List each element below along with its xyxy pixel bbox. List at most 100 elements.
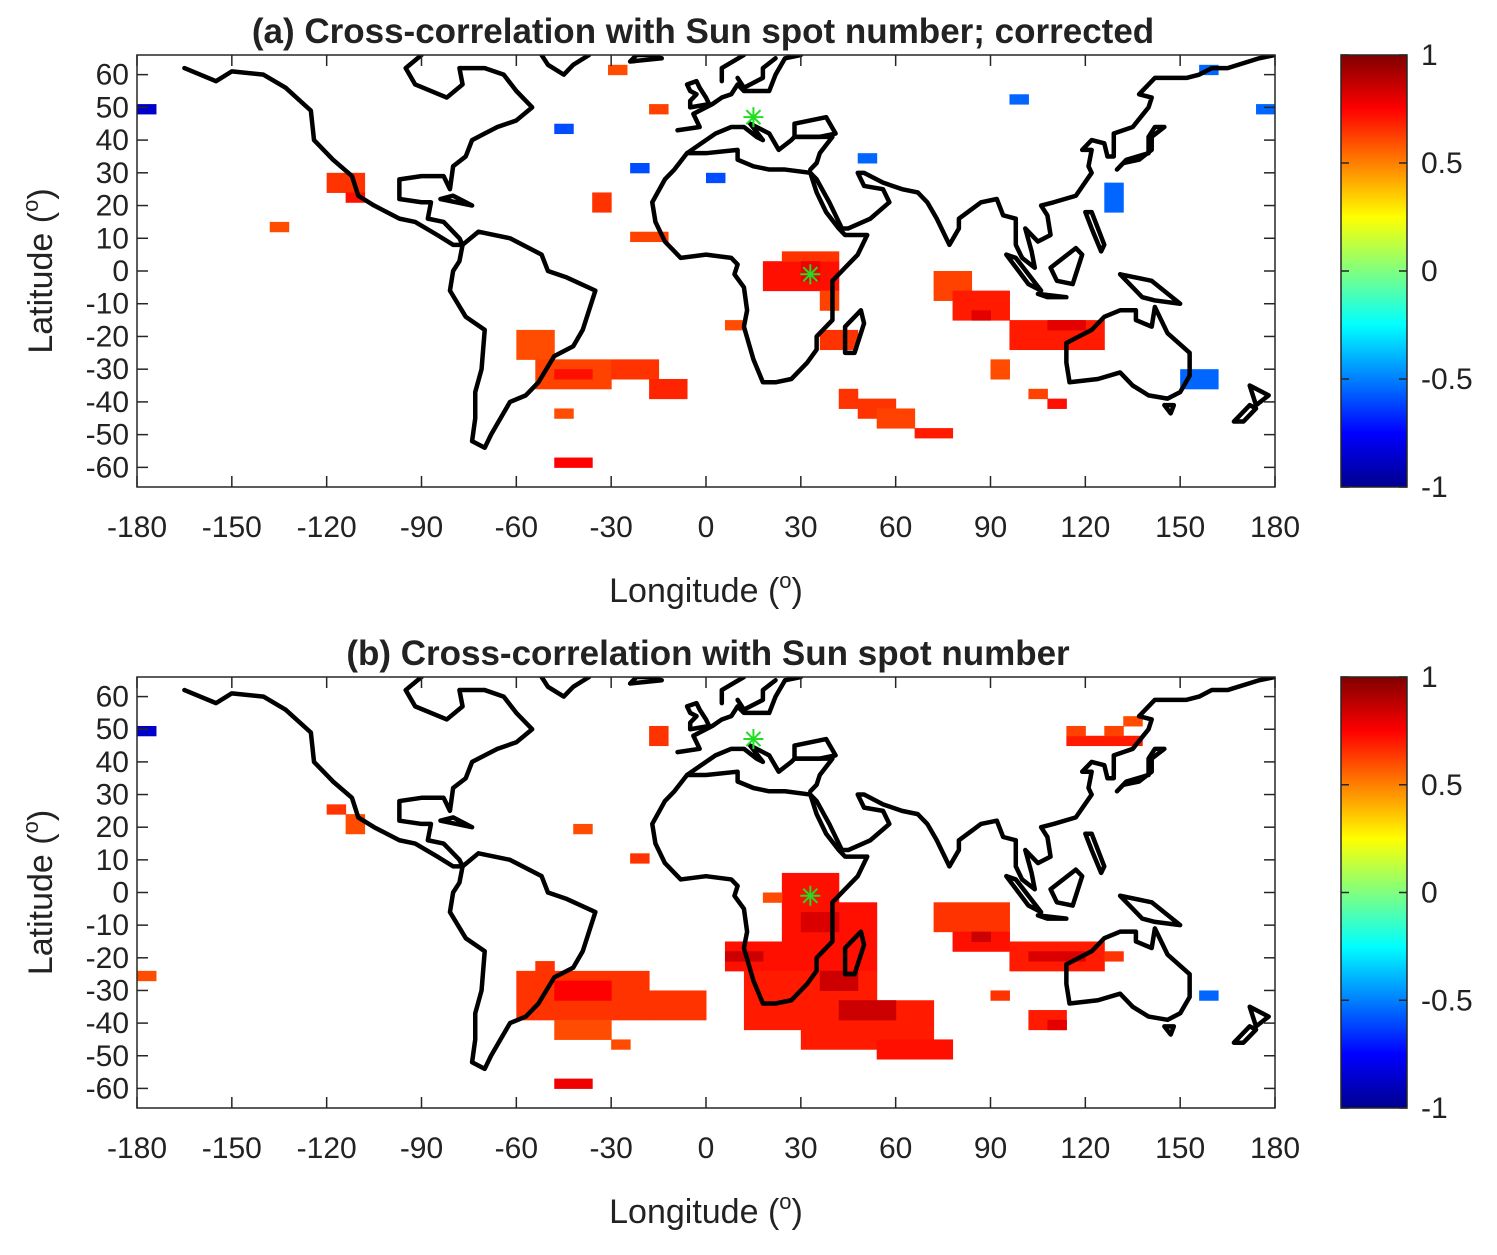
- x-tick-label: 60: [879, 1132, 912, 1165]
- y-tick-label: 40: [96, 124, 129, 157]
- x-tick-label: 0: [698, 1132, 715, 1165]
- coastline: [1004, 873, 1044, 915]
- coastline: [650, 769, 870, 1006]
- y-tick-label: 30: [96, 779, 129, 812]
- correlation-cell: [554, 408, 574, 419]
- asterisk-marker: [743, 107, 764, 128]
- correlation-cell: [762, 892, 783, 903]
- correlation-cell: [137, 104, 157, 115]
- colorbar: [1340, 676, 1408, 1109]
- y-tick-label: 60: [96, 59, 129, 92]
- y-tick-label: -50: [86, 419, 129, 452]
- colorbar-tick-label: -1: [1421, 471, 1448, 504]
- asterisk-stroke: [802, 887, 819, 904]
- correlation-cell: [554, 123, 574, 135]
- x-tick-label: 180: [1250, 511, 1300, 544]
- coastline: [1114, 746, 1167, 794]
- asterisk-marker: [743, 729, 764, 750]
- y-axis-label: Latitude (o): [18, 188, 60, 353]
- coastline: [539, 677, 592, 699]
- x-tick-label: -30: [589, 511, 632, 544]
- x-tick-label: 90: [974, 1132, 1007, 1165]
- x-tick-label: -90: [400, 1132, 443, 1165]
- coastline: [675, 677, 804, 755]
- y-tick-label: -60: [86, 1072, 129, 1105]
- x-tick-label: -60: [495, 511, 538, 544]
- correlation-cell: [819, 290, 840, 311]
- correlation-cell: [1256, 104, 1275, 115]
- asterisk-marker: [800, 885, 821, 906]
- correlation-cell: [554, 457, 593, 468]
- coastline: [1162, 1024, 1177, 1037]
- correlation-cell: [914, 428, 954, 439]
- coastline: [1247, 1004, 1271, 1029]
- y-tick-label: 30: [96, 157, 129, 190]
- correlation-cell: [857, 153, 878, 164]
- x-axis-label: Longitude (o): [609, 568, 803, 610]
- correlation-cell: [516, 329, 555, 360]
- colorbar-tick-label: 0: [1421, 255, 1438, 288]
- coastline: [684, 121, 835, 172]
- coastline: [719, 677, 747, 706]
- correlation-cell: [1104, 951, 1124, 962]
- y-tick-label: -60: [86, 451, 129, 484]
- coastline: [735, 678, 778, 712]
- y-tick-label: -40: [86, 386, 129, 419]
- y-tick-label: 10: [96, 222, 129, 255]
- correlation-cell: [706, 172, 726, 184]
- coastline: [1048, 867, 1085, 908]
- x-tick-label: -180: [107, 511, 167, 544]
- y-tick-label: 40: [96, 746, 129, 779]
- colorbar-tick-label: -1: [1421, 1092, 1448, 1125]
- correlation-cell: [137, 725, 157, 737]
- correlation-cell: [345, 192, 366, 203]
- coastline: [182, 677, 535, 869]
- coastline: [1004, 252, 1044, 293]
- x-tick-label: -30: [589, 1132, 632, 1165]
- y-tick-label: -30: [86, 353, 129, 386]
- colorbar-tick-label: 1: [1421, 661, 1438, 694]
- label-text: ): [792, 572, 803, 610]
- coastline: [1064, 926, 1192, 1023]
- coastline: [182, 55, 535, 248]
- x-tick-label: 150: [1155, 511, 1205, 544]
- correlation-cell: [649, 379, 688, 400]
- coastline: [1083, 831, 1107, 876]
- y-tick-label: -20: [86, 942, 129, 975]
- coastline: [792, 114, 838, 140]
- correlation-cell: [611, 359, 660, 380]
- y-tick-label: 20: [96, 190, 129, 223]
- asterisk-stroke: [745, 731, 762, 747]
- coastline: [792, 736, 838, 761]
- x-tick-label: 30: [784, 511, 817, 544]
- coastline: [627, 677, 664, 686]
- x-tick-label: -150: [202, 1132, 262, 1165]
- correlation-cell: [345, 814, 366, 835]
- correlation-cell: [1104, 725, 1124, 737]
- y-tick-label: -50: [86, 1040, 129, 1073]
- correlation-cell: [649, 104, 669, 115]
- correlation-cell: [535, 961, 555, 972]
- y-tick-label: 10: [96, 844, 129, 877]
- label-text: Longitude (: [609, 1193, 780, 1231]
- y-tick-label: -10: [86, 288, 129, 321]
- correlation-cell: [326, 804, 347, 815]
- coastline: [1162, 402, 1177, 416]
- coastline: [438, 193, 475, 208]
- coastline: [719, 55, 747, 84]
- correlation-cell: [1066, 725, 1086, 737]
- y-tick-label: -30: [86, 974, 129, 1007]
- label-text: Latitude (: [22, 211, 60, 353]
- coastline: [1048, 245, 1085, 287]
- x-axis-label: Longitude (o): [609, 1189, 803, 1231]
- correlation-cell: [1123, 716, 1143, 727]
- coastline: [1035, 913, 1069, 921]
- asterisk-stroke: [802, 266, 819, 283]
- correlation-cell: [1047, 398, 1067, 409]
- coastline: [1247, 383, 1271, 408]
- correlation-cell: [573, 823, 593, 835]
- label-text: Longitude (: [609, 572, 780, 610]
- y-tick-label: 0: [112, 877, 129, 910]
- y-tick-label: -20: [86, 320, 129, 353]
- coastline: [447, 229, 598, 450]
